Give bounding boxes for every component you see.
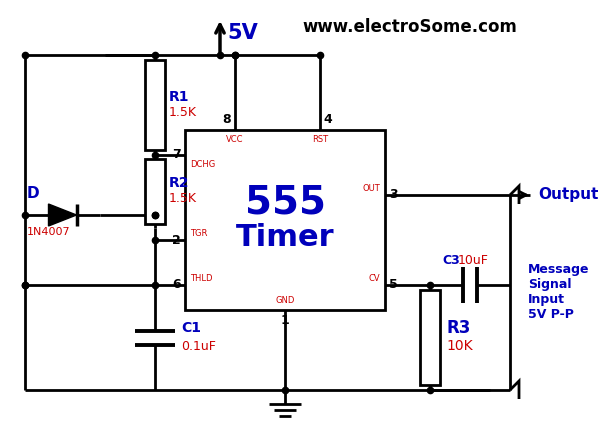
Text: R1: R1 <box>169 90 190 104</box>
Polygon shape <box>49 204 77 226</box>
Text: 5V: 5V <box>227 23 258 43</box>
Text: 7: 7 <box>172 149 181 162</box>
Text: 1N4007: 1N4007 <box>27 227 71 237</box>
Text: 1.5K: 1.5K <box>169 107 197 120</box>
Text: 1.5K: 1.5K <box>169 193 197 206</box>
Text: 3: 3 <box>389 188 398 201</box>
Text: 6: 6 <box>172 278 181 291</box>
Text: 10uF: 10uF <box>458 255 489 268</box>
Text: DCHG: DCHG <box>190 160 215 169</box>
Text: 10K: 10K <box>446 339 473 353</box>
Text: VCC: VCC <box>226 135 244 144</box>
Text: C1: C1 <box>181 321 201 335</box>
Text: 1: 1 <box>281 314 289 327</box>
Text: 2: 2 <box>172 233 181 246</box>
Bar <box>145 158 165 224</box>
Text: C3: C3 <box>442 255 460 268</box>
Bar <box>185 130 385 310</box>
Text: 5: 5 <box>389 278 398 291</box>
Text: OUT: OUT <box>362 184 380 193</box>
Text: R3: R3 <box>446 319 470 337</box>
Text: THLD: THLD <box>190 274 212 283</box>
Text: 0.1uF: 0.1uF <box>181 339 216 352</box>
Text: www.electroSome.com: www.electroSome.com <box>302 18 517 36</box>
Text: TGR: TGR <box>190 229 208 238</box>
Text: GND: GND <box>275 296 295 305</box>
Text: CV: CV <box>368 274 380 283</box>
Text: Message
Signal
Input
5V P-P: Message Signal Input 5V P-P <box>528 263 589 321</box>
Text: Timer: Timer <box>236 223 334 252</box>
Text: RST: RST <box>312 135 328 144</box>
Text: D: D <box>27 186 40 201</box>
Bar <box>420 290 440 385</box>
Text: R2: R2 <box>169 176 190 190</box>
Text: 8: 8 <box>223 113 232 126</box>
Text: Output: Output <box>538 187 598 203</box>
Text: 4: 4 <box>323 113 332 126</box>
Text: 555: 555 <box>245 183 325 221</box>
Bar <box>145 60 165 150</box>
